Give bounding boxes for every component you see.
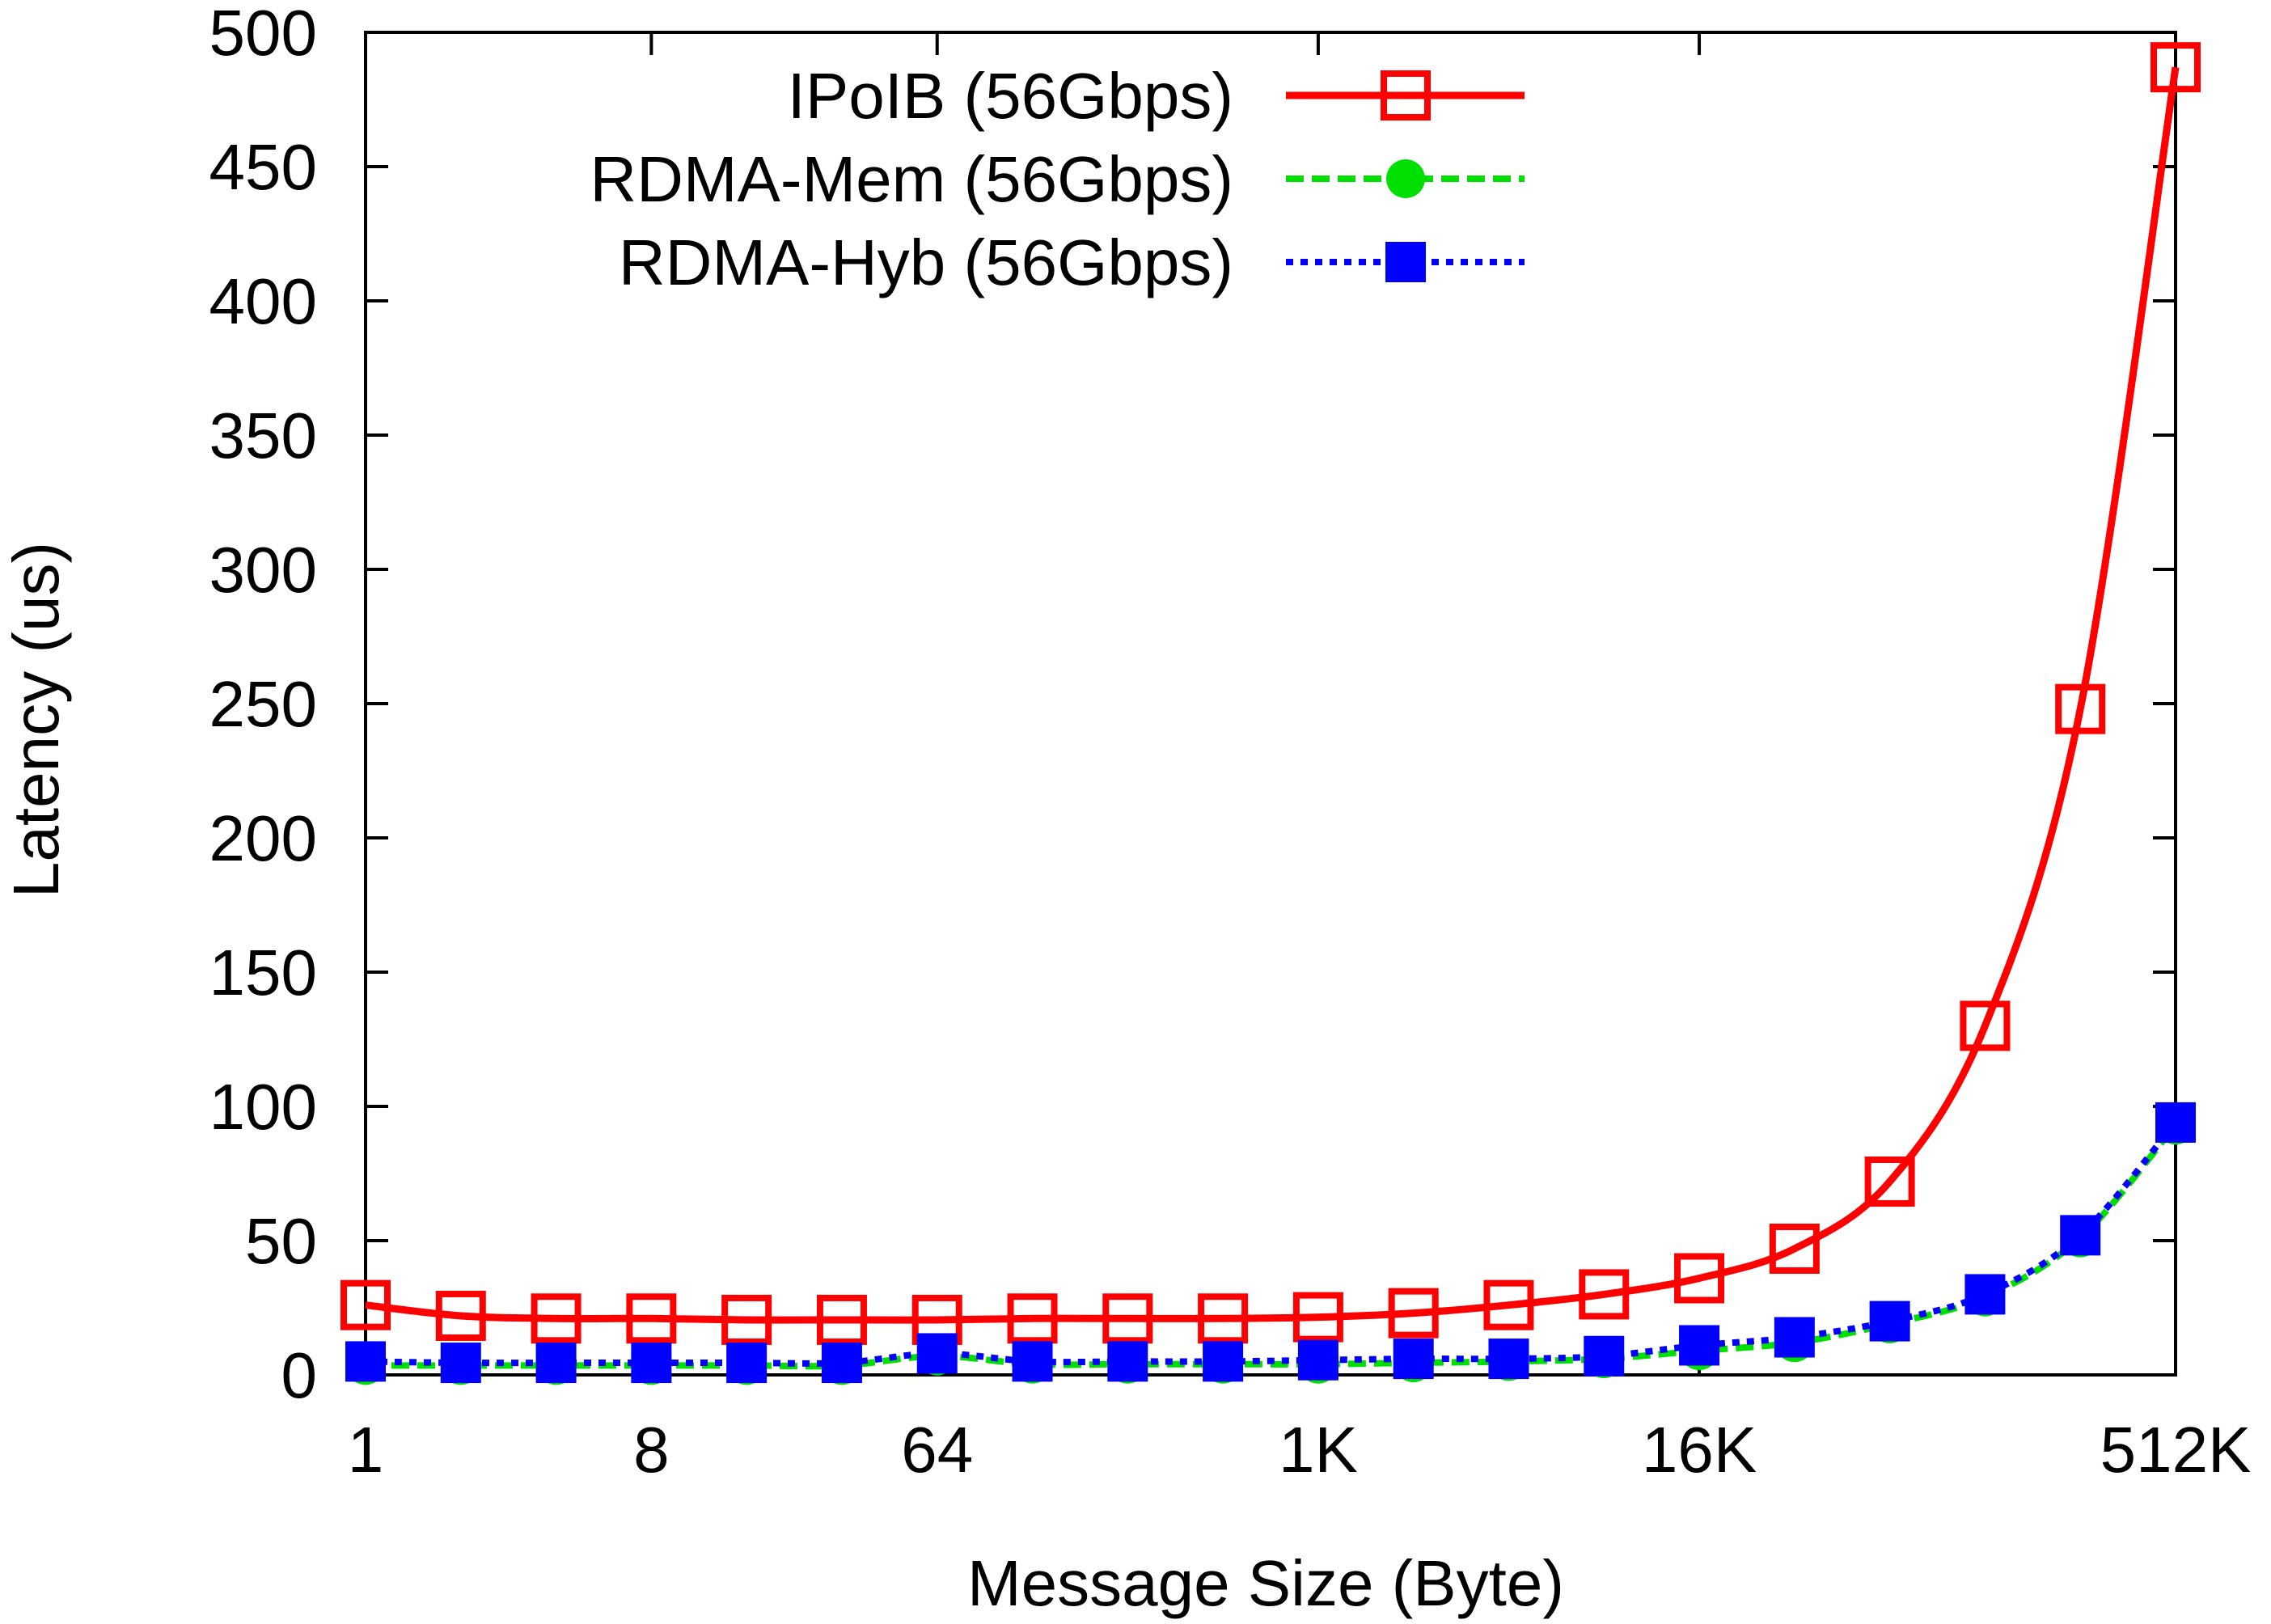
- data-point: [1964, 1274, 2006, 1315]
- y-tick-label: 0: [281, 1339, 318, 1411]
- y-tick-label: 300: [209, 534, 317, 606]
- series-line: [365, 66, 2180, 1324]
- data-point: [1292, 1292, 1343, 1343]
- x-axis-label: Message Size (Byte): [967, 1547, 1564, 1619]
- y-tick-label: 450: [209, 131, 317, 203]
- series-group: [340, 42, 2201, 1385]
- data-point: [340, 1279, 391, 1330]
- data-point: [1483, 1279, 1534, 1330]
- data-point: [1584, 1335, 1625, 1377]
- legend-entry: RDMA-Mem (56Gbps): [590, 143, 1525, 215]
- data-point: [1007, 1293, 1058, 1344]
- series-1: [340, 42, 2201, 1345]
- legend-label: RDMA-Hyb (56Gbps): [619, 226, 1233, 298]
- legend-marker: [1381, 70, 1431, 121]
- x-tick-label: 64: [901, 1414, 973, 1486]
- x-tick-label: 16K: [1642, 1414, 1757, 1486]
- legend-marker: [1385, 242, 1426, 282]
- y-tick-label: 150: [209, 937, 317, 1009]
- x-tick-label: 8: [633, 1414, 670, 1486]
- data-point: [535, 1343, 577, 1384]
- legend-marker: [1386, 159, 1425, 198]
- legend: IPoIB (56Gbps) RDMA-Mem (56Gbps) RDMA-Hyb …: [590, 60, 1525, 298]
- legend-entry: RDMA-Hyb (56Gbps): [619, 226, 1525, 298]
- data-point: [1869, 1300, 1910, 1342]
- data-point: [1674, 1253, 1725, 1304]
- y-tick-label: 200: [209, 802, 317, 874]
- data-point: [626, 1293, 677, 1344]
- data-point: [1198, 1293, 1249, 1344]
- data-point: [1774, 1317, 1815, 1358]
- axes: 0 50 100 150 200 250 300 350 400 450 500 1 8 64 1K 16K 5…: [209, 0, 2252, 1486]
- y-axis-label: Latency (us): [0, 542, 72, 898]
- data-point: [631, 1343, 672, 1384]
- x-tick-label: 1K: [1279, 1414, 1358, 1486]
- data-point: [726, 1343, 768, 1384]
- data-point: [531, 1293, 581, 1344]
- data-point: [2060, 1215, 2101, 1256]
- x-tick-label: 512K: [2100, 1414, 2252, 1486]
- data-point: [2055, 683, 2106, 734]
- data-point: [2150, 42, 2201, 93]
- data-point: [721, 1294, 772, 1345]
- data-point: [1393, 1339, 1434, 1380]
- data-point: [440, 1343, 481, 1384]
- data-point: [821, 1343, 862, 1384]
- y-tick-label: 250: [209, 668, 317, 740]
- data-point: [1864, 1156, 1915, 1207]
- data-point: [345, 1341, 386, 1382]
- data-point: [1579, 1269, 1630, 1320]
- data-point: [435, 1290, 486, 1341]
- y-tick-label: 100: [209, 1071, 317, 1143]
- y-tick-label: 50: [245, 1205, 317, 1277]
- data-point: [1488, 1339, 1529, 1380]
- data-point: [1107, 1341, 1148, 1382]
- data-point: [1297, 1339, 1338, 1381]
- data-point: [816, 1294, 867, 1345]
- data-point: [916, 1333, 958, 1374]
- data-point: [1769, 1223, 1820, 1274]
- legend-label: IPoIB (56Gbps): [788, 60, 1233, 132]
- data-point: [1102, 1293, 1153, 1344]
- x-tick-label: 1: [348, 1414, 384, 1486]
- y-tick-label: 500: [209, 0, 317, 69]
- y-tick-label: 350: [209, 400, 317, 472]
- legend-entry: IPoIB (56Gbps): [788, 60, 1525, 132]
- data-point: [2155, 1102, 2196, 1143]
- legend-label: RDMA-Mem (56Gbps): [590, 143, 1233, 215]
- data-point: [1679, 1325, 1720, 1366]
- data-point: [1203, 1341, 1244, 1382]
- y-tick-label: 400: [209, 265, 317, 337]
- data-point: [1960, 1000, 2011, 1051]
- series-3: [345, 1102, 2196, 1384]
- data-point: [1388, 1288, 1439, 1339]
- data-point: [1012, 1341, 1053, 1382]
